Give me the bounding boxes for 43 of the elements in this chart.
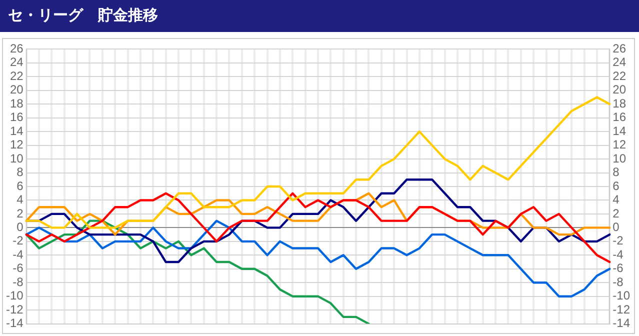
y-tick-label: 14 — [10, 124, 24, 138]
y-tick-label: 16 — [10, 110, 24, 124]
y2-tick-label: 6 — [612, 178, 620, 193]
y2-tick-label: 4 — [612, 192, 620, 207]
y2-tick-label: 2 — [612, 206, 620, 220]
y2-tick-label: 20 — [612, 82, 626, 97]
y2-tick-label: 18 — [612, 96, 626, 110]
y-tick-label: 10 — [10, 151, 24, 166]
y-tick-label: 24 — [10, 55, 24, 70]
y2-tick-label: 8 — [612, 165, 620, 180]
y-tick-label: -4 — [12, 247, 24, 262]
y2-tick-label: -10 — [612, 288, 630, 303]
y2-tick-label: -4 — [612, 247, 624, 262]
y-tick-label: -8 — [12, 274, 24, 289]
y2-tick-label: 26 — [612, 42, 626, 56]
y2-tick-label: -6 — [612, 261, 624, 276]
y-tick-label: 12 — [10, 138, 24, 152]
y2-tick-label: 22 — [612, 68, 626, 83]
y2-tick-label: -8 — [612, 274, 624, 289]
y-tick-label: -10 — [6, 288, 24, 303]
y2-tick-label: -2 — [612, 234, 624, 248]
y-tick-label: 0 — [16, 220, 24, 234]
y-tick-label: 2 — [16, 206, 24, 220]
y-tick-label: 6 — [16, 178, 24, 193]
y2-tick-label: 16 — [612, 110, 626, 124]
chart-title: セ・リーグ 貯金推移 — [0, 0, 639, 32]
y2-tick-label: 10 — [612, 151, 626, 166]
y-tick-label: 22 — [10, 68, 24, 83]
y-tick-label: 26 — [10, 42, 24, 56]
y2-tick-label: -14 — [612, 316, 630, 330]
y-tick-label: 8 — [16, 165, 24, 180]
y-tick-label: 4 — [16, 192, 24, 207]
y-tick-label: -6 — [12, 261, 24, 276]
y-tick-label: -12 — [6, 302, 24, 316]
y2-tick-label: 12 — [612, 138, 626, 152]
y2-tick-label: 24 — [612, 55, 626, 70]
y2-tick-label: -12 — [612, 302, 630, 316]
y2-tick-label: 0 — [612, 220, 620, 234]
y-tick-label: -14 — [6, 316, 24, 330]
y-tick-label: -2 — [12, 234, 24, 248]
y-tick-label: 20 — [10, 82, 24, 97]
y2-tick-label: 14 — [612, 124, 626, 138]
y-tick-label: 18 — [10, 96, 24, 110]
